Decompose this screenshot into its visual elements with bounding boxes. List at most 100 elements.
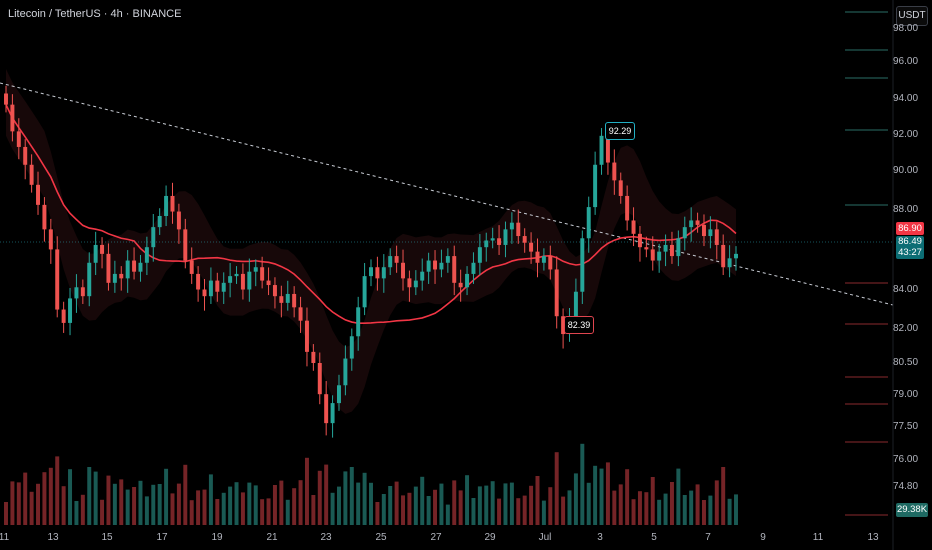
volume-bar [503,483,508,525]
candle [375,256,380,291]
volume-bar [369,482,373,525]
volume-bar [452,480,457,525]
candle [516,209,521,244]
volume-bar [375,502,380,525]
price-axis-label: 98.00 [893,23,919,34]
candle-body [708,229,713,237]
candle [272,277,277,309]
candle [196,266,201,302]
volume-bar [324,464,329,525]
volume-bar [247,482,252,525]
candle [471,252,476,284]
volume-bar [381,494,386,525]
volume-bar [484,485,489,525]
volume-bar [298,480,303,525]
time-axis-label: 7 [705,532,711,543]
candle [676,230,681,267]
candle [285,280,290,311]
candle [176,203,181,244]
volume-bar [196,490,201,525]
volume-bar [644,492,649,525]
candle-body [125,260,130,279]
candle-body [548,256,553,270]
candle [708,216,713,249]
fib-levels [845,11,888,516]
volume-bar [36,483,41,525]
candle [535,238,540,278]
current-price-tag: 86.49 43:27 [896,236,924,259]
candle-body [247,271,252,290]
candle-body [234,273,239,277]
candle [170,182,175,224]
candle-body [471,262,476,274]
candle [714,221,719,260]
candle [465,266,470,296]
candle-body [439,262,444,270]
candle [580,230,585,304]
candle [452,245,457,296]
volume-bar [74,501,79,525]
candle-body [157,216,162,228]
candle [349,328,354,371]
candle-body [509,222,514,230]
volume-bar [567,490,572,525]
volume-bar [554,452,559,525]
candle-body [663,244,668,252]
time-axis-label: 23 [320,532,332,543]
candle-body [304,320,309,352]
candle-body [176,211,181,230]
candle [420,258,425,291]
candle [112,260,117,293]
candle [317,352,322,405]
volume-bar [599,468,604,525]
candle-body [554,269,559,317]
currency-button[interactable]: USDT [896,6,928,26]
volume-bar [433,489,438,525]
volume-bar [439,483,444,525]
volume-bar [593,465,598,525]
volume-bar [317,470,322,525]
candle-body [285,293,290,303]
volume-bar [16,482,21,525]
candle-body [42,204,47,230]
candle [260,256,265,289]
candle [298,296,303,333]
volume-bar [260,499,265,525]
candle [445,248,450,273]
volume-bar [240,492,245,525]
volume-bar [471,498,476,525]
time-axis-label: 3 [597,532,603,543]
candle-body [426,260,431,272]
time-axis-label: 21 [266,532,278,543]
candle [362,262,367,316]
candle [618,172,623,204]
candle-body [221,282,226,292]
candle [68,287,73,336]
candle [388,248,393,276]
candle-body [132,260,137,272]
volume-bar [407,492,412,525]
volume-bar [631,499,636,525]
candle-body [266,280,271,286]
volume-bar [304,457,309,525]
candle [42,197,47,242]
candle [61,301,66,333]
candle-body [477,247,482,263]
time-axis-label: 15 [101,532,113,543]
candle [644,236,649,258]
candle [10,94,15,142]
candle-body [48,229,53,250]
candle [650,236,655,271]
candle [157,208,162,235]
candle [439,249,444,278]
cloud-area [6,69,736,414]
candle-body [676,238,681,257]
candle [669,231,674,264]
candle [202,279,207,311]
candle [433,250,438,284]
time-axis-label: Jul [538,532,552,543]
candle-body [240,273,245,290]
candle [221,272,226,304]
volume-bar [144,496,149,525]
